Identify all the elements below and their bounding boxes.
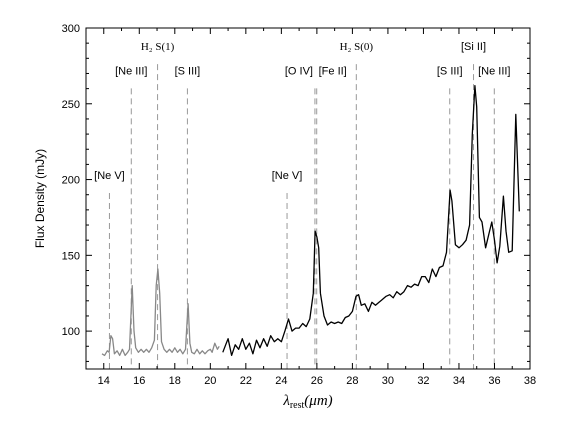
x-tick-label-22: 22 bbox=[240, 375, 252, 387]
x-axis-subscript: rest bbox=[290, 400, 305, 411]
x-axis-unit: (μm) bbox=[304, 393, 332, 409]
line-label-6: [Fe II] bbox=[319, 65, 347, 77]
y-axis-title: Flux Density (mJy) bbox=[33, 149, 47, 248]
line-label-3: [S III] bbox=[175, 65, 201, 77]
x-tick-label-28: 28 bbox=[346, 375, 358, 387]
x-tick-label-18: 18 bbox=[169, 375, 181, 387]
y-axis: 100 150 200 250 300 bbox=[62, 23, 530, 362]
x-axis-symbol: λ bbox=[282, 393, 290, 409]
plot-frame bbox=[85, 27, 531, 370]
line-label-8: [S III] bbox=[437, 65, 463, 77]
x-tick-label-34: 34 bbox=[453, 375, 465, 387]
x-axis: 14 16 18 20 22 24 26 28 30 32 34 36 38 bbox=[98, 28, 536, 387]
x-tick-label-20: 20 bbox=[204, 375, 216, 387]
x-tick-label-30: 30 bbox=[382, 375, 394, 387]
x-tick-label-32: 32 bbox=[417, 375, 429, 387]
x-tick-label-36: 36 bbox=[488, 375, 500, 387]
x-tick-label-24: 24 bbox=[275, 375, 287, 387]
line-label-4: [Ne V] bbox=[272, 170, 303, 182]
x-tick-label-14: 14 bbox=[98, 375, 110, 387]
series-line-1 bbox=[222, 84, 520, 357]
y-tick-label-300: 300 bbox=[62, 23, 80, 35]
line-label-5: [O IV] bbox=[285, 65, 313, 77]
line-label-10: [Ne III] bbox=[478, 65, 510, 77]
line-label-2: H₂ S(1) bbox=[141, 41, 175, 53]
line-label-7: H₂ S(0) bbox=[340, 41, 374, 53]
line-label-0: [Ne V] bbox=[94, 170, 125, 182]
y-tick-label-200: 200 bbox=[62, 175, 80, 187]
emission-line-labels: [Ne V][Ne III]H₂ S(1)[S III][Ne V][O IV]… bbox=[94, 41, 510, 182]
line-label-1: [Ne III] bbox=[115, 65, 147, 77]
spectrum-series bbox=[101, 84, 520, 357]
y-tick-label-100: 100 bbox=[62, 326, 80, 338]
emission-line-markers bbox=[108, 64, 495, 369]
y-tick-label-250: 250 bbox=[62, 99, 80, 111]
x-axis-title: λrest(μm) bbox=[282, 393, 332, 411]
line-label-9: [Si II] bbox=[461, 41, 486, 53]
x-tick-label-16: 16 bbox=[133, 375, 145, 387]
y-tick-label-150: 150 bbox=[62, 250, 80, 262]
x-tick-label-26: 26 bbox=[311, 375, 323, 387]
x-tick-label-38: 38 bbox=[524, 375, 536, 387]
series-line-0 bbox=[101, 268, 220, 357]
